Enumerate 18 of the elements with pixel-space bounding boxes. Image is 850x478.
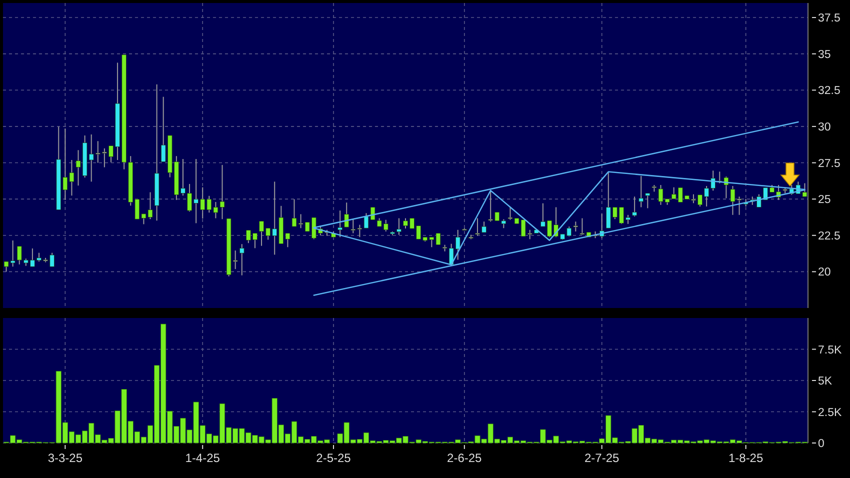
x-tick-label: 2-7-25 bbox=[584, 451, 620, 465]
x-tick-label: 2-5-25 bbox=[316, 451, 352, 465]
x-tick-label: 3-3-25 bbox=[48, 451, 83, 465]
y-tick-label: 37.5 bbox=[818, 12, 840, 25]
y-tick-label: 20 bbox=[818, 266, 831, 279]
y-tick-label: 27.5 bbox=[818, 158, 840, 170]
x-tick-label: 1-8-25 bbox=[728, 451, 764, 465]
y-tick-label: 22.5 bbox=[818, 230, 840, 242]
y-tick-label: 30 bbox=[818, 121, 831, 134]
y-tick-label: 32.5 bbox=[818, 85, 840, 98]
y-tick-label: 5K bbox=[818, 376, 832, 388]
y-tick-label: 25 bbox=[818, 194, 831, 206]
y-tick-label: 2.5K bbox=[818, 406, 842, 419]
y-tick-label: 7.5K bbox=[818, 344, 842, 356]
x-tick-label: 2-6-25 bbox=[447, 451, 482, 465]
x-tick-label: 1-4-25 bbox=[185, 451, 220, 465]
y-tick-label: 35 bbox=[818, 48, 831, 61]
y-tick-label: 0 bbox=[818, 438, 824, 450]
